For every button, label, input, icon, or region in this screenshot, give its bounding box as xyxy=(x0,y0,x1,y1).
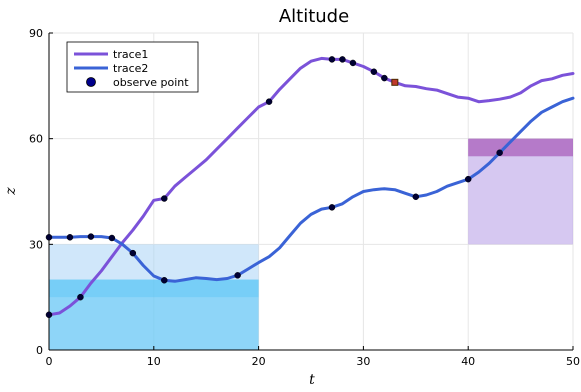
observe-point-marker xyxy=(129,249,137,257)
legend: trace1 trace2 observe point xyxy=(66,41,199,93)
observe-point-marker xyxy=(464,175,472,183)
x-tick-label: 10 xyxy=(147,355,161,368)
observe-point-marker xyxy=(328,56,336,63)
observe-point-marker xyxy=(77,293,84,301)
shaded-regions xyxy=(49,138,573,350)
observe-point-marker xyxy=(161,195,168,202)
observe-point-marker xyxy=(339,56,346,63)
highlight-square-marker xyxy=(391,78,399,86)
observe-point-marker xyxy=(108,234,116,242)
observe-point-marker xyxy=(412,193,420,201)
x-tick-label: 20 xyxy=(252,355,266,368)
observe-point-marker xyxy=(328,204,336,211)
x-axis-label: t xyxy=(309,372,315,388)
observe-point-marker xyxy=(496,149,503,157)
series-line-trace2 xyxy=(47,96,575,283)
y-tick-label: 60 xyxy=(29,133,43,146)
observe-point-marker xyxy=(45,234,53,241)
x-tick-label: 30 xyxy=(356,355,370,368)
observe-point-marker xyxy=(265,98,273,105)
y-tick-label: 30 xyxy=(29,238,43,251)
series-lines xyxy=(47,56,575,317)
observe-point-marker xyxy=(161,277,168,284)
observe-point-marker xyxy=(45,311,53,319)
legend-label-trace1: trace1 xyxy=(113,48,148,61)
observe-points xyxy=(45,56,503,319)
legend-swatch-observe-point xyxy=(86,77,96,87)
series-line-trace1 xyxy=(47,56,575,317)
observe-point-marker xyxy=(349,59,357,67)
shaded-region xyxy=(49,279,259,298)
shaded-region xyxy=(468,138,573,157)
observe-point-marker xyxy=(87,233,95,240)
x-tick-label: 40 xyxy=(461,355,475,368)
observe-point-marker xyxy=(234,272,241,279)
observe-point-marker xyxy=(66,234,74,241)
chart-title: Altitude xyxy=(279,6,349,27)
axes: 0 10 20 30 40 50 0 30 60 90 xyxy=(29,27,580,368)
legend-label-observe-point: observe point xyxy=(113,76,189,89)
y-tick-label: 0 xyxy=(36,344,43,357)
y-tick-label: 90 xyxy=(29,27,43,40)
x-tick-label: 0 xyxy=(46,355,53,368)
observe-point-marker xyxy=(370,68,378,75)
x-tick-label: 50 xyxy=(566,355,580,368)
observe-point-marker xyxy=(381,74,388,82)
legend-label-trace2: trace2 xyxy=(113,62,148,75)
y-axis-label: z xyxy=(3,187,19,196)
